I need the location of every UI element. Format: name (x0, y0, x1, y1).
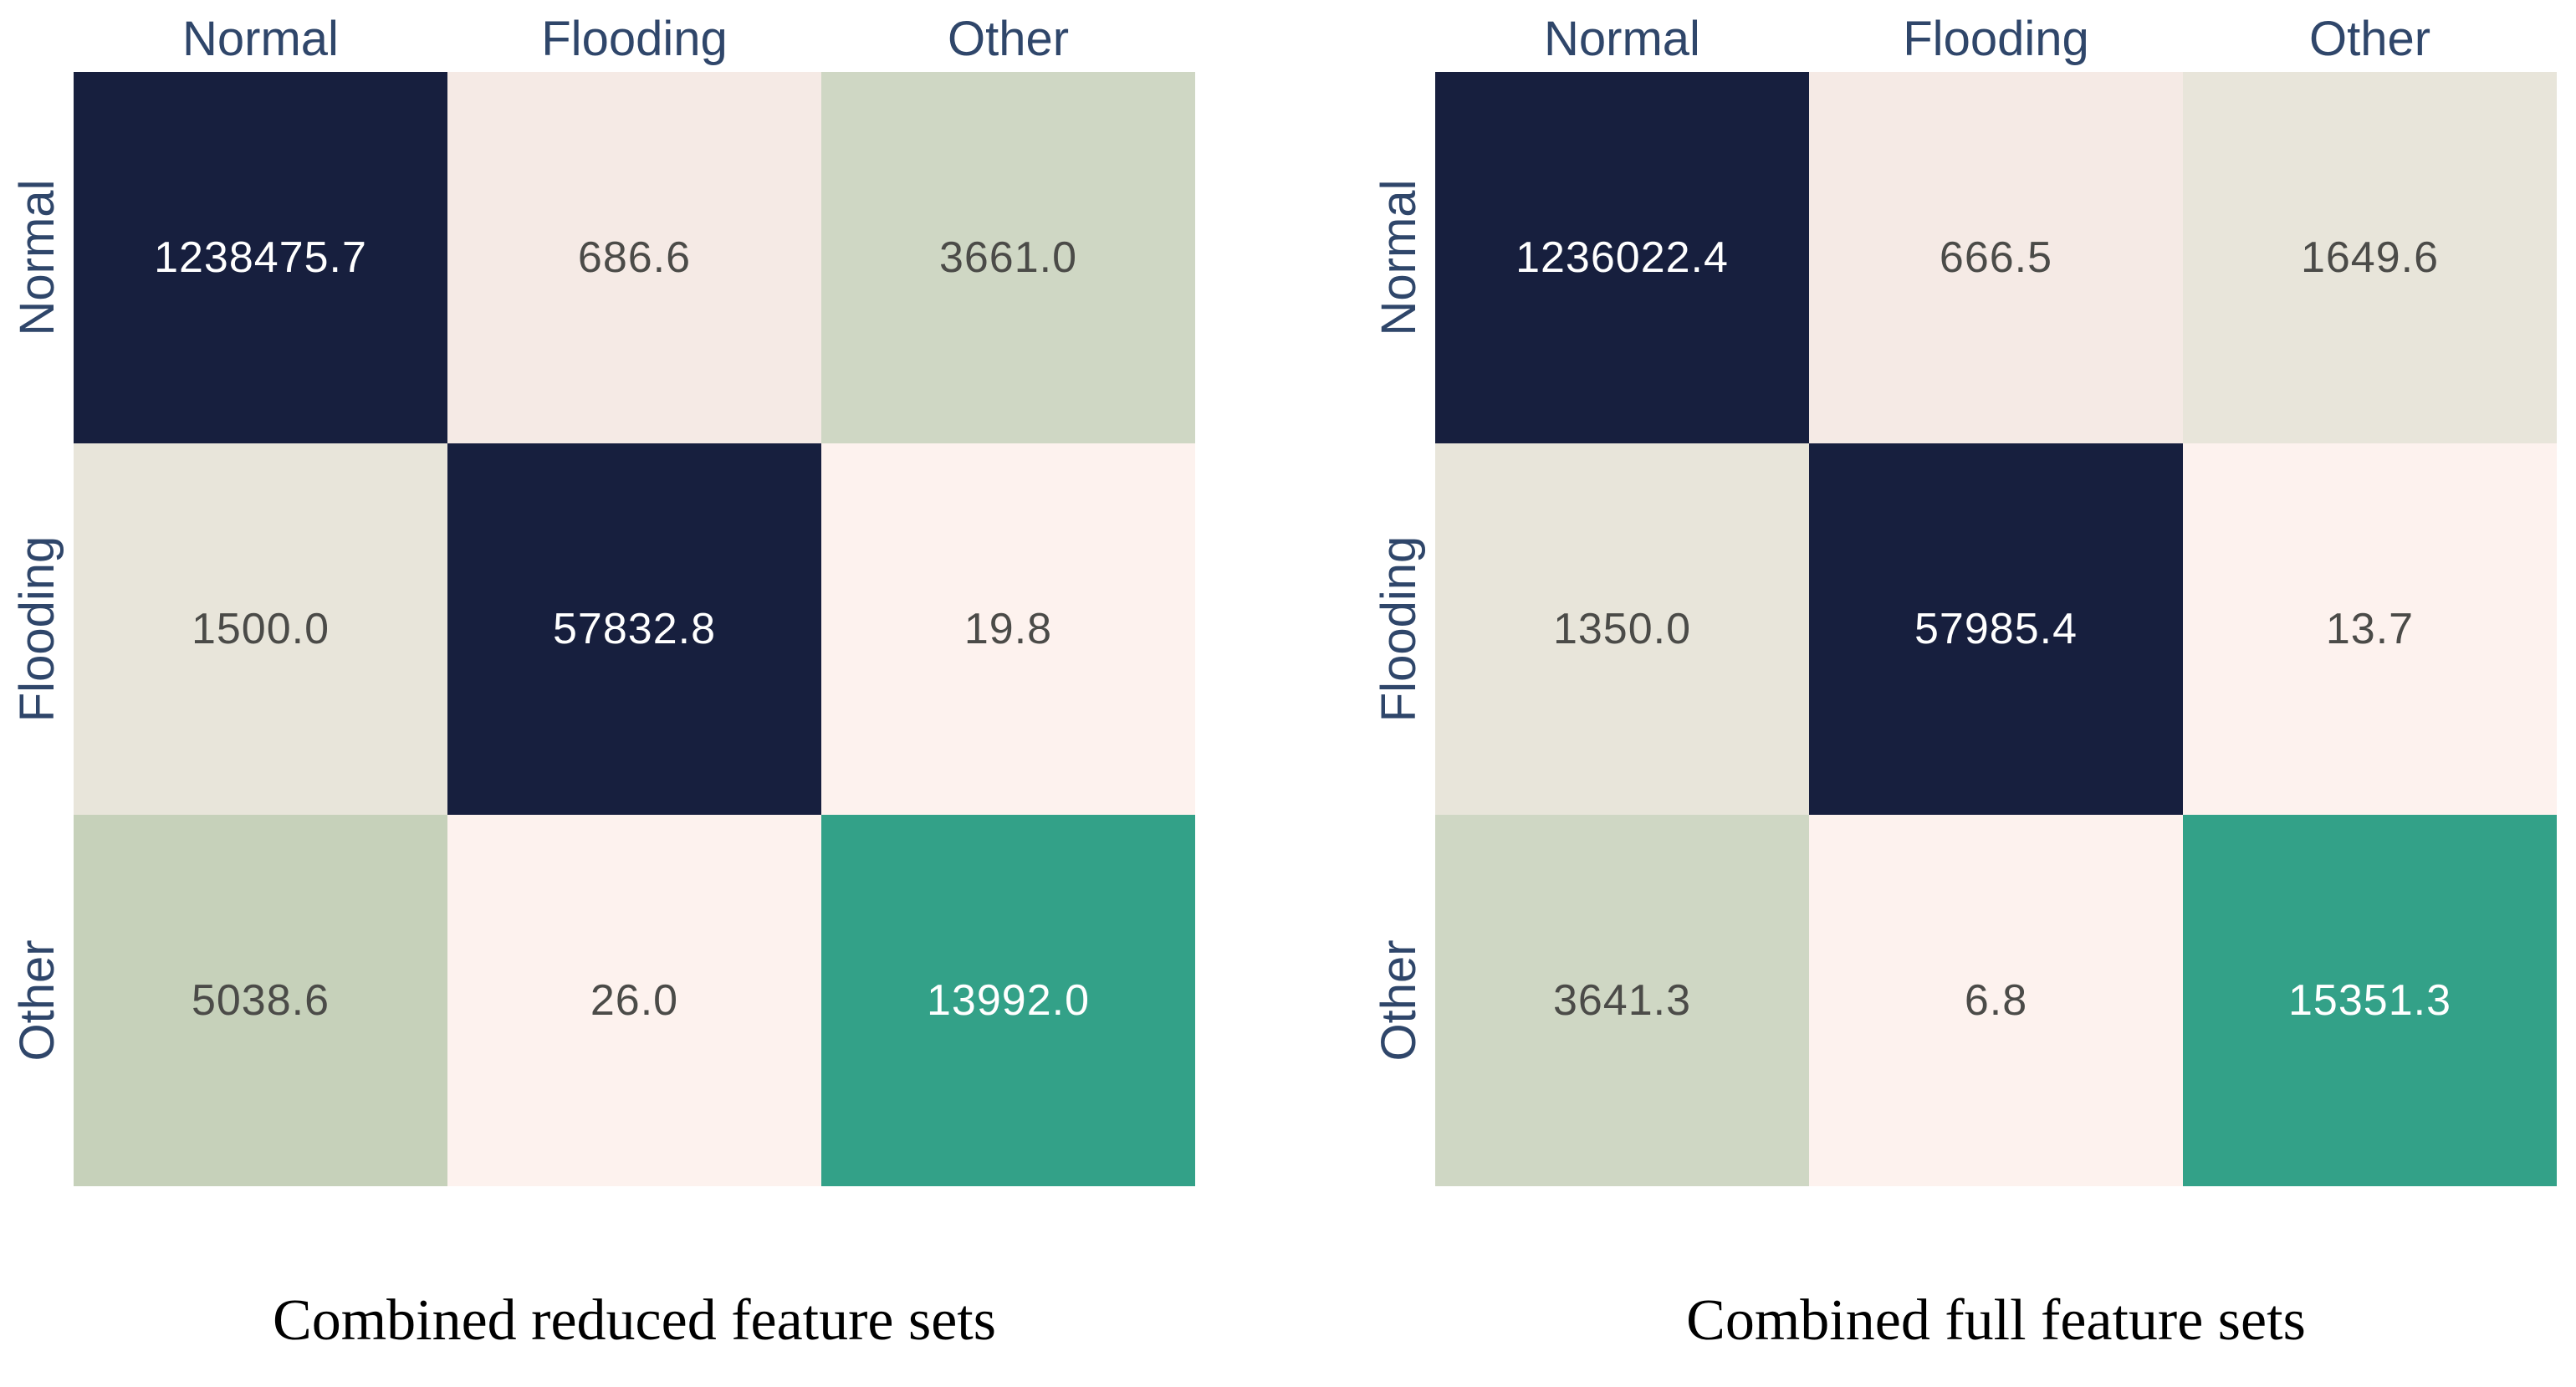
heatmap-cell-normal-flooding: 686.6 (447, 72, 821, 443)
column-header-other: Other (947, 12, 1070, 66)
heatmap-cell-other-flooding: 26.0 (447, 815, 821, 1186)
heatmap-cell-normal-normal: 1236022.4 (1435, 72, 1809, 443)
heatmap-cell-flooding-normal: 1350.0 (1435, 443, 1809, 815)
heatmap-cell-normal-other: 3661.0 (821, 72, 1195, 443)
heatmap-grid-reduced: 1238475.7 686.6 3661.0 1500.0 57832.8 19.8 503… (74, 72, 1195, 1186)
row-label-flooding: Flooding (10, 535, 64, 723)
panel-combined-reduced: Normal Flooding Other Normal Flooding Ot… (10, 0, 1195, 1387)
column-header-flooding: Flooding (1903, 12, 2089, 66)
heatmap-cell-flooding-flooding: 57985.4 (1809, 443, 2183, 815)
row-label-normal: Normal (10, 179, 64, 336)
column-header-flooding: Flooding (541, 12, 728, 66)
heatmap-cell-flooding-normal: 1500.0 (74, 443, 447, 815)
row-label-normal: Normal (1372, 179, 1426, 336)
heatmap-cell-other-other: 13992.0 (821, 815, 1195, 1186)
column-header-normal: Normal (1544, 12, 1700, 66)
column-header-normal: Normal (182, 12, 339, 66)
panel-combined-full: Normal Flooding Other Normal Flooding Ot… (1372, 0, 2557, 1387)
row-label-other: Other (1372, 939, 1426, 1062)
heatmap-cell-normal-other: 1649.6 (2183, 72, 2557, 443)
heatmap-cell-other-normal: 3641.3 (1435, 815, 1809, 1186)
heatmap-cell-other-other: 15351.3 (2183, 815, 2557, 1186)
caption-combined-full: Combined full feature sets (1686, 1288, 2306, 1353)
column-header-other: Other (2308, 12, 2431, 66)
row-label-other: Other (10, 939, 64, 1062)
column-headers-right: Normal Flooding Other (1435, 0, 2557, 67)
column-headers-left: Normal Flooding Other (74, 0, 1195, 67)
heatmap-cell-other-flooding: 6.8 (1809, 815, 2183, 1186)
row-label-flooding: Flooding (1372, 535, 1426, 723)
heatmap-cell-flooding-other: 13.7 (2183, 443, 2557, 815)
heatmap-cell-normal-flooding: 666.5 (1809, 72, 2183, 443)
heatmap-cell-flooding-other: 19.8 (821, 443, 1195, 815)
heatmap-grid-full: 1236022.4 666.5 1649.6 1350.0 57985.4 13.7 364… (1435, 72, 2557, 1186)
heatmap-cell-flooding-flooding: 57832.8 (447, 443, 821, 815)
row-labels-left: Normal Flooding Other (8, 72, 67, 1186)
caption-combined-reduced: Combined reduced feature sets (273, 1288, 996, 1353)
heatmap-cell-other-normal: 5038.6 (74, 815, 447, 1186)
row-labels-right: Normal Flooding Other (1370, 72, 1429, 1186)
heatmap-cell-normal-normal: 1238475.7 (74, 72, 447, 443)
